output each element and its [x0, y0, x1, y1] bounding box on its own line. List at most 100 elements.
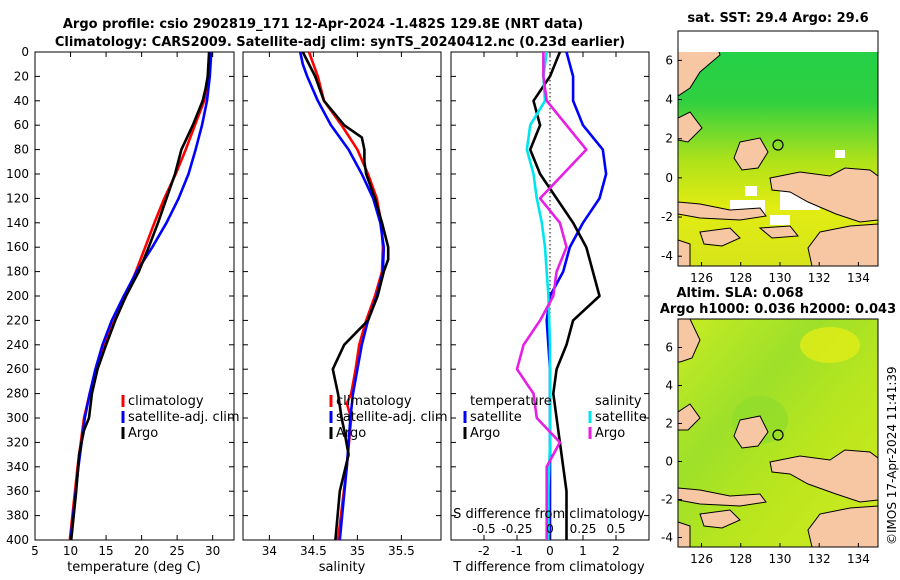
x-tick-label: 20: [134, 544, 149, 558]
depth-tick-label: 260: [6, 362, 29, 376]
difference-legend: temperature satellite Argo salinity sate…: [463, 394, 647, 441]
s-difference-label: S difference from climatology: [453, 507, 645, 522]
s-tick-label: -0.25: [501, 522, 532, 536]
map-lat-label: -2: [661, 493, 673, 507]
map-lon-label: 132: [808, 552, 831, 566]
x-tick-label: -1: [511, 544, 523, 558]
legend-label-satellite: satellite-adj. clim: [128, 410, 240, 425]
temperature-legend: climatology satellite-adj. clim Argo: [121, 394, 240, 441]
figure-title-line1: Argo profile: csio 2902819_171 12-Apr-20…: [63, 17, 583, 32]
depth-tick-label: 340: [6, 460, 29, 474]
series-line-climatology: [68, 51, 212, 541]
x-tick-label: 0: [546, 544, 554, 558]
depth-tick-label: 160: [6, 240, 29, 254]
salinity-legend: climatology satellite-adj. clim Argo: [329, 394, 448, 441]
s-tick-label: -0.5: [472, 522, 495, 536]
depth-tick-label: 60: [14, 118, 29, 132]
temperature-xlabel: temperature (deg C): [67, 560, 201, 575]
s-tick-label: 0.5: [606, 522, 625, 536]
sla-map-subtitle: Argo h1000: 0.036 h2000: 0.043: [660, 302, 896, 317]
map-lat-label: -4: [661, 249, 673, 263]
depth-tick-label: 20: [14, 69, 29, 83]
sla-argo-location-marker: [772, 429, 784, 441]
legend-title-temperature: temperature: [470, 394, 552, 409]
x-tick-label: 35: [350, 544, 365, 558]
map-lon-label: 130: [769, 552, 792, 566]
map-lon-label: 132: [808, 271, 831, 285]
map-lon-label: 130: [769, 271, 792, 285]
map-lat-label: 0: [665, 455, 673, 469]
x-tick-label: 10: [63, 544, 78, 558]
map-lat-label: 6: [665, 341, 673, 355]
depth-tick-label: 100: [6, 167, 29, 181]
depth-tick-label: 400: [6, 533, 29, 547]
salinity-xlabel: salinity: [319, 560, 366, 575]
sst-land: [678, 52, 878, 266]
depth-tick-label: 300: [6, 411, 29, 425]
sst-map-frame: [677, 30, 879, 267]
series-line-s-argo: [515, 52, 588, 540]
x-tick-label: 34: [262, 544, 277, 558]
map-lat-label: 2: [665, 132, 673, 146]
depth-tick-label: 220: [6, 313, 29, 327]
x-tick-label: 25: [170, 544, 185, 558]
depth-tick-label: 0: [21, 45, 29, 59]
depth-tick-label: 280: [6, 387, 29, 401]
map-lat-label: 4: [665, 93, 673, 107]
x-tick-label: -2: [478, 544, 490, 558]
sst-map-panel: sat. SST: 29.4 Argo: 29.6: [661, 11, 879, 285]
map-lat-label: 6: [665, 53, 673, 67]
imos-credit: ©IMOS 17-Apr-2024 11:41:39: [885, 366, 899, 545]
sla-map-title: Altim. SLA: 0.068: [677, 286, 804, 301]
depth-tick-label: 240: [6, 338, 29, 352]
map-lon-label: 128: [729, 271, 752, 285]
series-line-satellite-adj-clim: [69, 51, 213, 541]
legend-label-climatology: climatology: [128, 394, 204, 409]
x-tick-label: 2: [612, 544, 620, 558]
legend-title-salinity: salinity: [595, 394, 642, 409]
x-tick-label: 5: [31, 544, 39, 558]
series-line-satellite-adj-clim: [298, 51, 386, 541]
salinity-profile-panel: 34 34.5 35 35.5 salinity climatology satell…: [242, 51, 448, 575]
sla-map-frame: [677, 318, 879, 548]
depth-tick-label: 40: [14, 94, 29, 108]
map-lat-label: -2: [661, 210, 673, 224]
depth-tick-label: 360: [6, 484, 29, 498]
figure-title-line2: Climatology: CARS2009. Satellite-adj cli…: [55, 35, 625, 50]
map-lon-label: 126: [690, 552, 713, 566]
legend-label-s-argo: Argo: [595, 426, 625, 441]
depth-tick-label: 120: [6, 191, 29, 205]
legend-label-t-satellite: satellite: [470, 410, 522, 425]
x-tick-label: 34.5: [300, 544, 327, 558]
x-tick-label: 35.5: [388, 544, 415, 558]
depth-tick-label: 80: [14, 143, 29, 157]
s-tick-label: 0.25: [570, 522, 597, 536]
map-lon-label: 134: [847, 271, 870, 285]
map-lon-label: 128: [729, 552, 752, 566]
legend-label-t-argo: Argo: [470, 426, 500, 441]
map-lat-label: 0: [665, 171, 673, 185]
temperature-axes-box: [34, 51, 235, 541]
x-tick-label: 15: [98, 544, 113, 558]
series-line-argo: [301, 51, 390, 541]
map-lat-label: -4: [661, 531, 673, 545]
legend-label-argo: Argo: [128, 426, 158, 441]
series-line-s-satellite: [525, 51, 552, 540]
depth-tick-label: 180: [6, 265, 29, 279]
t-difference-xlabel: T difference from climatology: [452, 560, 645, 575]
map-lat-label: 4: [665, 379, 673, 393]
sla-land: [678, 319, 878, 547]
difference-profile-panel: -2 -1 0 1 2 S difference from climatology -0…: [450, 51, 650, 575]
map-lon-label: 126: [690, 271, 713, 285]
depth-tick-label: 140: [6, 216, 29, 230]
legend-label-climatology: climatology: [336, 394, 412, 409]
x-tick-label: 30: [205, 544, 220, 558]
sst-argo-location-marker: [772, 139, 784, 151]
series-line-t-satellite: [545, 51, 608, 540]
series-line-t-argo: [528, 51, 601, 540]
depth-tick-label: 380: [6, 509, 29, 523]
sst-map-title: sat. SST: 29.4 Argo: 29.6: [687, 11, 868, 26]
temperature-profile-panel: 5 10 15 20 25 30 temperature (deg C) climatol…: [31, 51, 240, 575]
s-tick-label: 0: [546, 522, 554, 536]
